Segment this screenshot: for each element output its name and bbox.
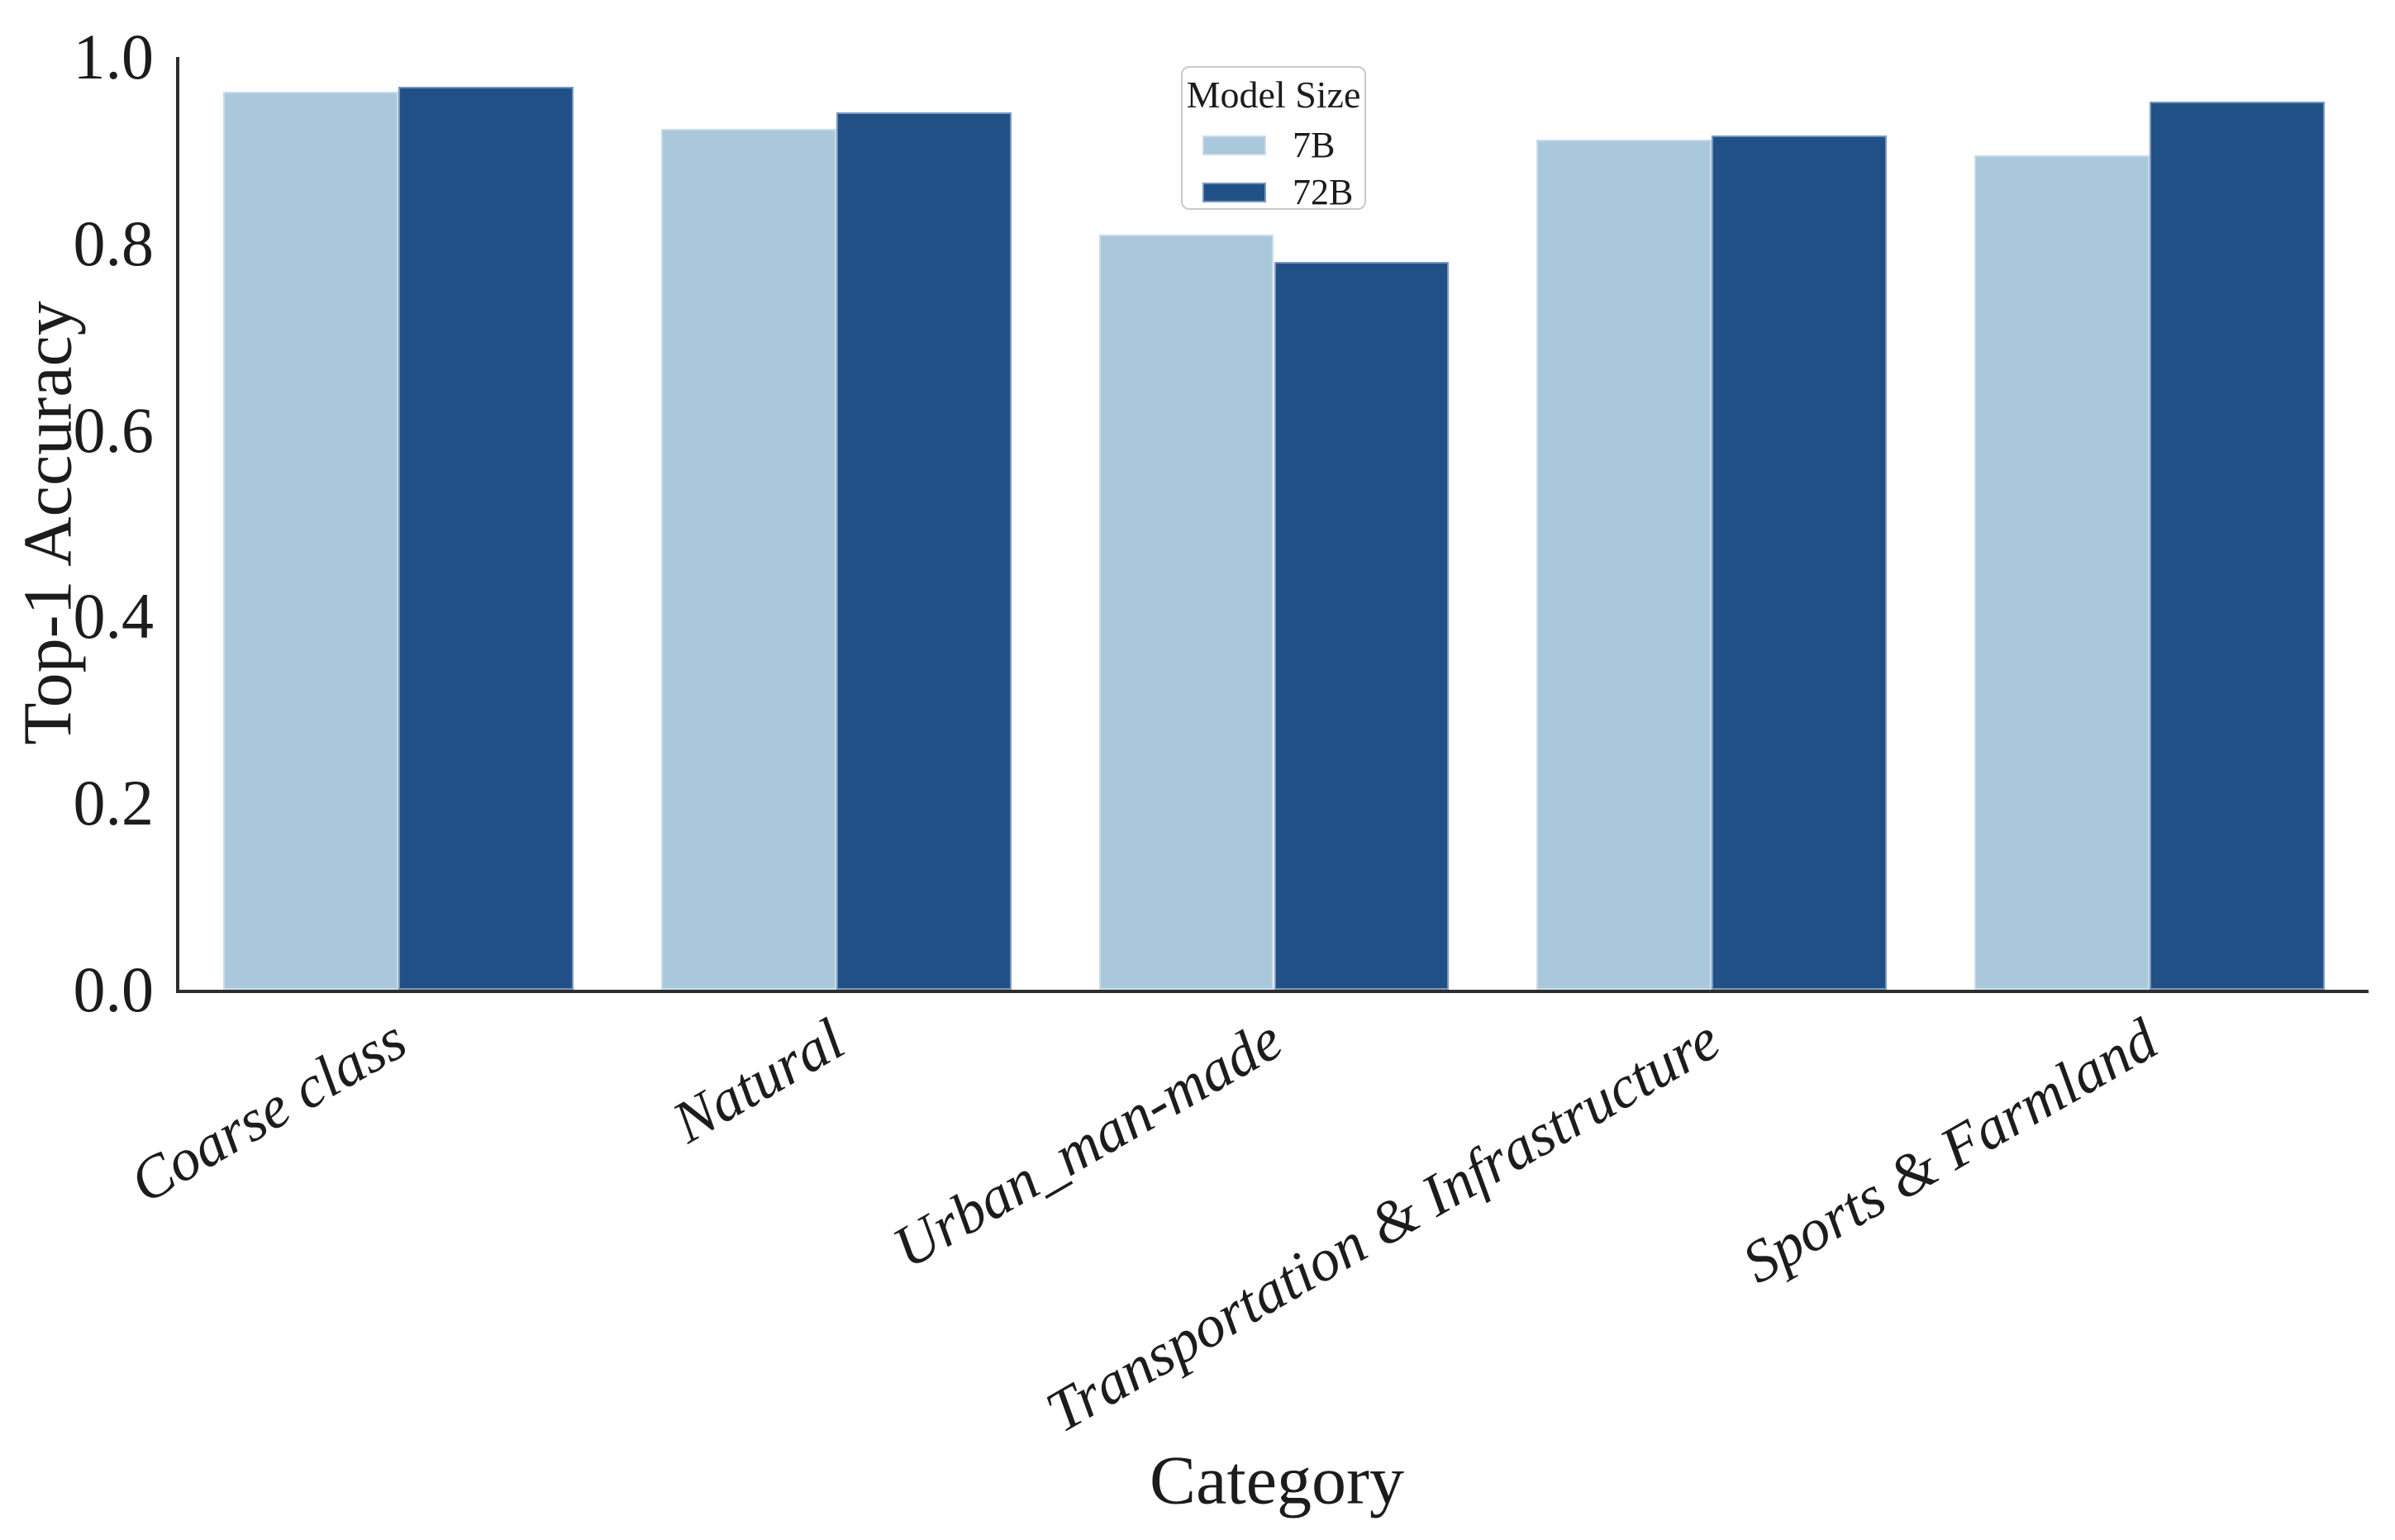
x-tick-label: Sports & Farmland: [1731, 1005, 2169, 1296]
plot-area: [176, 57, 2369, 993]
legend-label-7B: 7B: [1293, 124, 1336, 165]
bar-7B-coarse-class: [222, 91, 398, 990]
legend-entry-7B: 7B: [1183, 124, 1364, 165]
y-tick-label: 0.4: [73, 580, 155, 653]
y-tick-label: 0.2: [73, 767, 155, 839]
legend-swatch-7B: [1202, 135, 1266, 155]
legend-label-72B: 72B: [1293, 171, 1354, 212]
bar-72B-natural: [836, 112, 1012, 990]
bar-7B-transportation-infrastructure: [1536, 140, 1712, 990]
legend-entries: 7B 72B: [1183, 116, 1364, 211]
x-tick-label: Coarse class: [118, 1005, 417, 1216]
y-tick-label: 1.0: [73, 21, 155, 93]
bar-7B-sports-farmland: [1974, 154, 2150, 990]
x-tick-label: Urban_man-made: [881, 1005, 1293, 1281]
bar-72B-sports-farmland: [2150, 102, 2325, 990]
legend-entry-72B: 72B: [1183, 171, 1364, 212]
y-tick-label: 0.0: [73, 953, 155, 1025]
x-tick-label: Natural: [661, 1005, 855, 1156]
legend: Model Size 7B 72B: [1181, 66, 1366, 210]
y-axis-label: Top-1 Accuracy: [9, 301, 87, 745]
legend-title: Model Size: [1186, 74, 1361, 116]
x-axis-label: Category: [1150, 1442, 1404, 1519]
legend-swatch-72B: [1202, 182, 1266, 202]
bar-7B-urban-man-made: [1098, 234, 1274, 990]
x-tick-label: Transportation & Infrastructure: [1035, 1005, 1731, 1446]
bar-72B-coarse-class: [398, 87, 574, 990]
bar-72B-transportation-infrastructure: [1712, 135, 1888, 990]
bar-72B-urban-man-made: [1274, 262, 1450, 990]
y-tick-label: 0.8: [73, 207, 155, 279]
y-tick-label: 0.6: [73, 393, 155, 466]
bar-7B-natural: [660, 128, 836, 990]
